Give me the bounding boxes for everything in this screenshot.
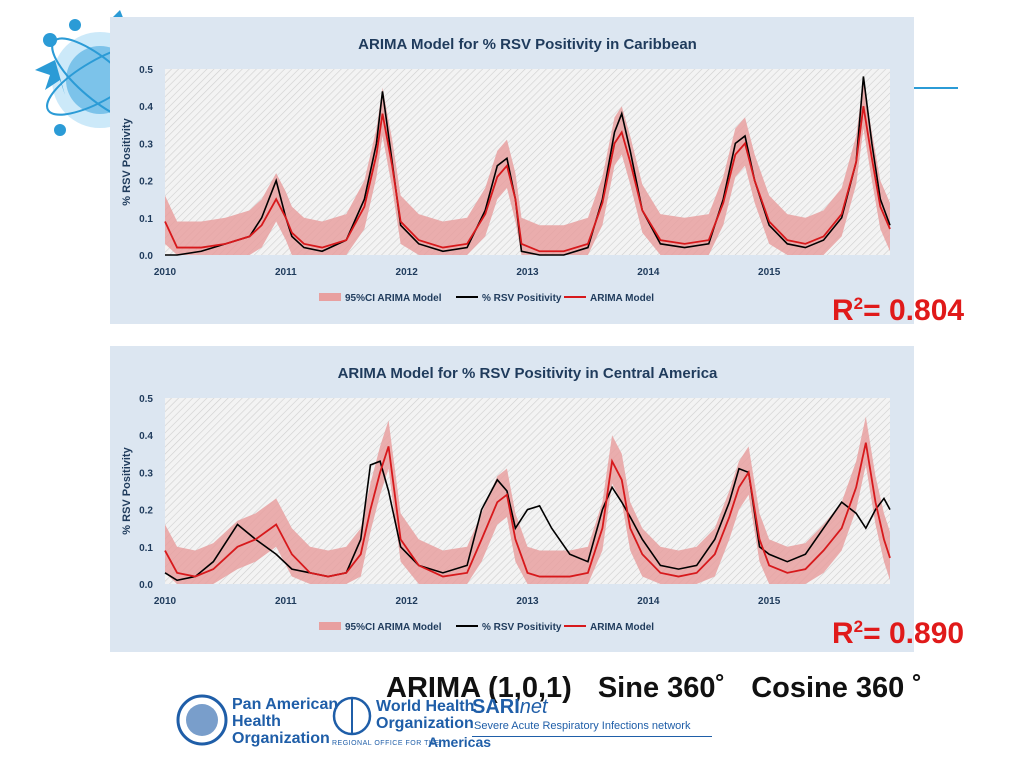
series-arima-model-line xyxy=(164,442,891,578)
r-squared-central-america: R2= 0.890 xyxy=(832,617,964,651)
legend-swatch-ci xyxy=(319,622,341,630)
sarinet-tagline: Severe Acute Respiratory Infections netw… xyxy=(474,720,691,732)
paho-emblem-icon xyxy=(176,694,228,746)
y-tick-label: 0.2 xyxy=(139,506,153,517)
sarinet-rule xyxy=(472,736,712,737)
who-regional-label: REGIONAL OFFICE FOR THE xyxy=(332,740,440,747)
ci-band xyxy=(165,80,890,255)
y-axis-label: % RSV Positivity xyxy=(121,446,133,534)
cosine-term: Cosine 360 ˚ xyxy=(751,672,923,704)
r2-value: = 0.804 xyxy=(863,294,965,327)
legend-entry: ARIMA Model xyxy=(590,622,654,633)
chart-title: ARIMA Model for % RSV Positivity in Cari… xyxy=(358,36,697,53)
y-axis-label: % RSV Positivity xyxy=(121,117,133,205)
x-tick-label: 2012 xyxy=(396,267,419,278)
x-tick-label: 2010 xyxy=(154,596,177,607)
sine-term: Sine 360˚ xyxy=(597,672,726,704)
series-arima-model-line xyxy=(164,106,891,253)
y-tick-label: 0.5 xyxy=(139,65,153,76)
chart-caribbean: ARIMA Model for % RSV Positivity in Cari… xyxy=(121,36,891,304)
y-tick-label: 0.4 xyxy=(139,431,153,442)
sarinet-net: net xyxy=(519,696,548,718)
series-rsv-positivity-line xyxy=(165,76,891,256)
y-tick-label: 0.1 xyxy=(139,214,153,225)
x-tick-label: 2012 xyxy=(396,596,419,607)
chart-central-america: ARIMA Model for % RSV Positivity in Cent… xyxy=(121,365,891,633)
x-tick-label: 2011 xyxy=(275,596,297,607)
r2-prefix: R xyxy=(832,617,854,650)
r2-superscript: 2 xyxy=(853,617,864,636)
who-name-line2: Organization xyxy=(376,715,474,732)
paho-name-line3: Organization xyxy=(232,730,330,747)
who-emblem-icon xyxy=(332,696,372,736)
y-tick-label: 0.0 xyxy=(139,580,153,591)
accent-rule xyxy=(912,87,958,89)
r2-superscript: 2 xyxy=(853,294,864,313)
x-tick-label: 2015 xyxy=(758,596,781,607)
legend-entry: ARIMA Model xyxy=(590,293,654,304)
r-squared-caribbean: R2= 0.804 xyxy=(832,294,964,328)
x-tick-label: 2013 xyxy=(516,596,539,607)
legend-entry: 95%CI ARIMA Model xyxy=(345,622,442,633)
r2-value: = 0.890 xyxy=(863,617,965,650)
sarinet-sari: SARI xyxy=(472,696,520,718)
logo-strip: Pan American Health Organization World H… xyxy=(176,690,736,760)
who-name-line1: World Health xyxy=(376,698,475,715)
r2-prefix: R xyxy=(832,294,854,327)
x-tick-label: 2010 xyxy=(154,267,177,278)
legend-swatch-ci xyxy=(319,293,341,301)
ci-band xyxy=(165,416,890,584)
chart-title: ARIMA Model for % RSV Positivity in Cent… xyxy=(338,365,718,382)
arima-order: ARIMA (1,0,1) xyxy=(386,672,572,704)
sarinet-logo: SARInet xyxy=(472,696,548,719)
paho-name-line1: Pan American xyxy=(232,696,339,713)
legend-entry: % RSV Positivity xyxy=(482,293,562,304)
paho-name-line2: Health xyxy=(232,713,281,730)
y-tick-label: 0.0 xyxy=(139,251,153,262)
legend-entry: 95%CI ARIMA Model xyxy=(345,293,442,304)
x-tick-label: 2015 xyxy=(758,267,781,278)
chart-panel-caribbean: ARIMA Model for % RSV Positivity in Cari… xyxy=(110,17,914,324)
model-specification: ARIMA (1,0,1) Sine 360˚ Cosine 360 ˚ xyxy=(386,672,922,705)
y-tick-label: 0.4 xyxy=(139,102,153,113)
chart-panel-central-america: ARIMA Model for % RSV Positivity in Cent… xyxy=(110,346,914,652)
x-tick-label: 2014 xyxy=(637,267,660,278)
y-tick-label: 0.2 xyxy=(139,177,153,188)
y-tick-label: 0.3 xyxy=(139,139,153,150)
legend-entry: % RSV Positivity xyxy=(482,622,562,633)
y-tick-label: 0.5 xyxy=(139,394,153,405)
x-tick-label: 2013 xyxy=(516,267,539,278)
y-tick-label: 0.3 xyxy=(139,468,153,479)
who-americas-label: Americas xyxy=(428,734,492,750)
x-tick-label: 2014 xyxy=(637,596,660,607)
x-tick-label: 2011 xyxy=(275,267,297,278)
y-tick-label: 0.1 xyxy=(139,543,153,554)
